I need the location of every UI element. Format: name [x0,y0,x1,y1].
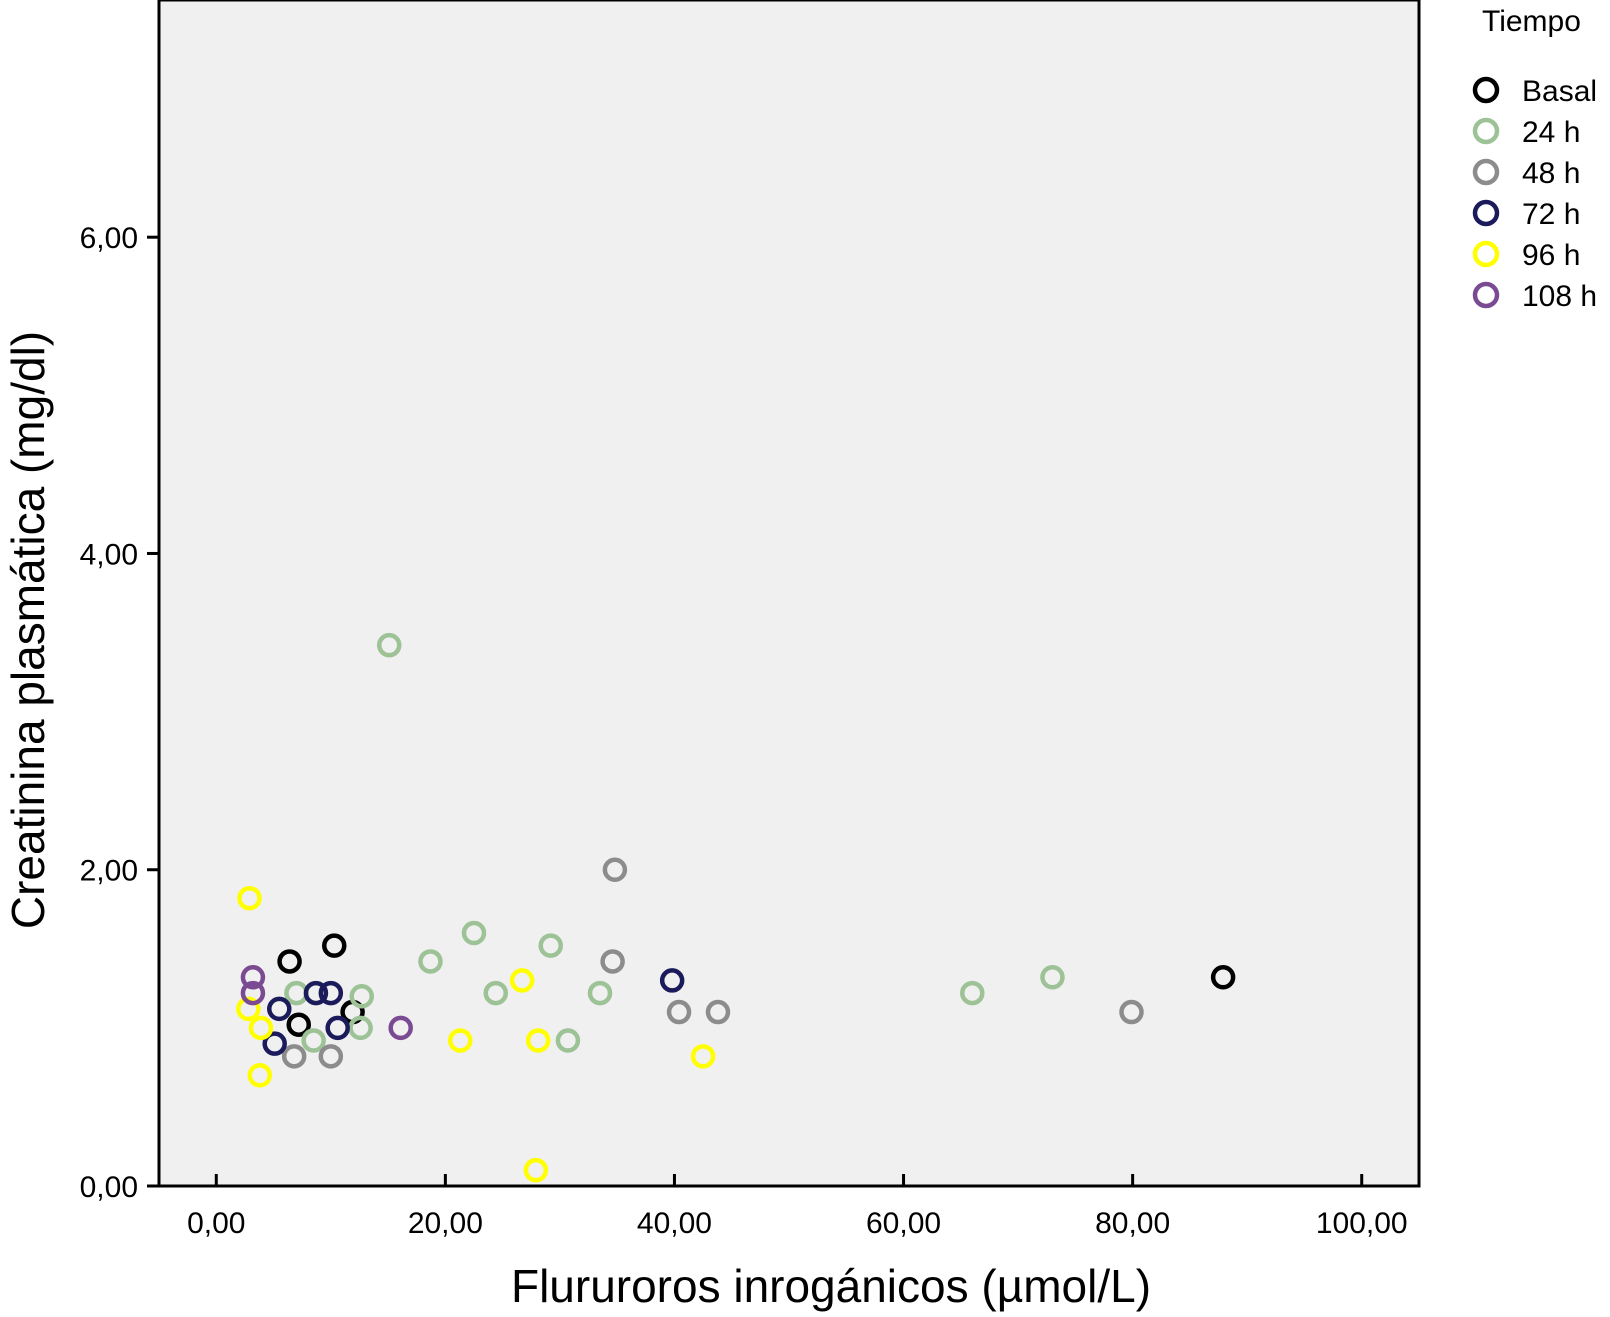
data-point-72-h [303,980,329,1006]
legend-label: 108 h [1522,280,1597,313]
data-point-24-h [376,632,402,658]
y-axis-title: Creatinina plasmática (mg/dl) [2,331,54,929]
data-points [236,632,1236,1183]
data-point-48-h [600,949,625,974]
data-point-72-h [325,1015,350,1041]
legend-label: 48 h [1522,157,1580,190]
data-point-24-h [555,1028,581,1053]
data-point-96-h [690,1044,716,1069]
data-point-24-h [1040,965,1065,990]
data-point-96-h [236,996,261,1022]
legend-label: 24 h [1522,116,1580,149]
x-tick-label: 20,00 [408,1207,483,1240]
data-point-48-h [602,857,628,882]
data-point-24-h [960,980,985,1006]
legend-marker [1472,76,1500,104]
data-point-72-h [262,1031,287,1056]
data-point-108-h [240,965,266,990]
x-tick-label: 40,00 [637,1207,712,1240]
data-point-48-h [281,1044,307,1069]
data-point-96-h [525,1028,551,1053]
data-point-24-h [483,980,509,1006]
x-axis-title: Flururoros inrogánicos (µmol/L) [511,1260,1151,1312]
data-point-108-h [240,980,266,1006]
data-point-24-h [418,949,443,974]
y-tick-label: 4,00 [80,538,138,571]
x-tick-label: 0,00 [187,1207,245,1240]
data-point-96-h [509,968,535,993]
data-point-basal [1210,965,1236,990]
data-point-48-h [705,999,731,1025]
data-point-24-h [461,920,487,946]
data-point-24-h [587,980,613,1006]
data-point-48-h [666,999,692,1025]
legend-marker [1472,240,1500,268]
legend-label: Basal [1522,75,1597,108]
data-point-96-h [237,885,262,911]
data-point-96-h [448,1028,473,1053]
axis-ticks: 0,00 20,00 40,00 60,00 80,00 100,00 0,00 2,00 4,… [80,222,1408,1240]
data-point-96-h [523,1157,549,1183]
data-point-72-h [267,996,292,1022]
data-point-72-h [659,968,685,993]
x-tick-label: 80,00 [1095,1207,1170,1240]
data-point-48-h [318,1044,344,1069]
data-point-24-h [301,1028,326,1053]
legend-marker [1472,281,1500,309]
data-point-basal [322,933,347,958]
data-point-96-h [248,1015,274,1041]
legend-title: Tiempo [1482,5,1581,38]
legend-marker [1472,158,1500,186]
x-tick-label: 60,00 [866,1207,941,1240]
data-point-96-h [247,1063,273,1088]
plot-area [157,0,1421,1188]
y-tick-label: 2,00 [80,855,138,888]
y-tick-label: 0,00 [80,1171,138,1204]
data-point-basal [277,949,302,974]
legend-label: 72 h [1522,198,1580,231]
data-point-24-h [538,933,563,958]
legend-marker [1472,199,1500,227]
legend-items: Basal 24 h 48 h 72 h 96 h 108 h [1472,75,1597,313]
data-point-24-h [348,1015,373,1041]
data-point-48-h [1119,999,1144,1025]
data-point-108-h [388,1015,413,1041]
legend-label: 96 h [1522,239,1580,272]
data-point-72-h [318,980,344,1006]
legend-marker [1472,117,1500,145]
data-point-24-h [349,983,374,1009]
legend: Tiempo Basal 24 h 48 h 72 h 96 h 108 h [1472,5,1597,313]
data-point-basal [286,1012,311,1037]
y-tick-label: 6,00 [80,222,138,255]
x-tick-label: 100,00 [1316,1207,1408,1240]
